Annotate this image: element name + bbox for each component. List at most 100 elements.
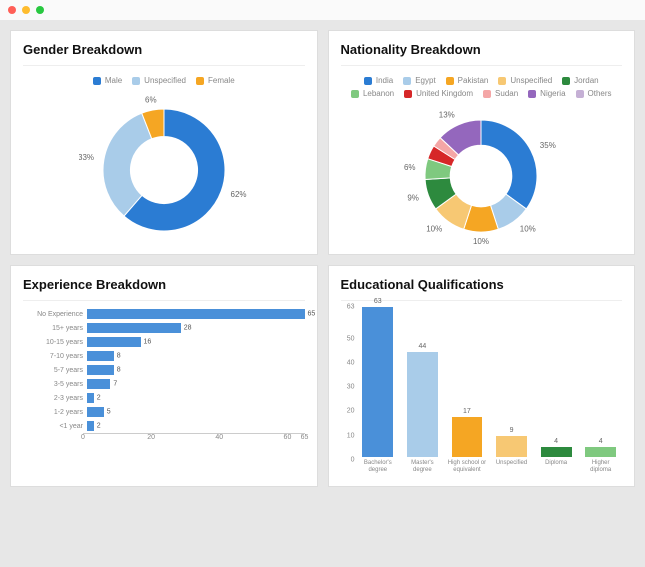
legend-swatch — [483, 90, 491, 98]
vbar: 4 — [541, 447, 572, 457]
donut-slice-label: 62% — [230, 189, 246, 198]
legend-label: Nigeria — [540, 89, 565, 98]
vbar-value-label: 4 — [599, 438, 603, 445]
legend-swatch — [562, 77, 570, 85]
nationality-panel: Nationality Breakdown IndiaEgyptPakistan… — [328, 30, 636, 255]
hbar-category-label: 3-5 years — [23, 381, 87, 388]
y-tick-label: 40 — [347, 359, 355, 366]
gender-donut-wrap: 62% 33% 6% — [23, 93, 305, 246]
donut-slice-label: 9% — [408, 193, 420, 202]
legend-item: Unspecified — [498, 76, 552, 85]
y-tick-label: 0 — [351, 457, 355, 464]
vbar-category-label: Master's degree — [403, 460, 442, 478]
gender-panel: Gender Breakdown MaleUnspecifiedFemale 6… — [10, 30, 318, 255]
hbar-row: 7-10 years8 — [23, 349, 305, 363]
x-tick-label: 20 — [147, 434, 155, 441]
hbar-category-label: 10-15 years — [23, 339, 87, 346]
y-tick-label: 63 — [347, 304, 355, 311]
hbar-row: 1-2 years5 — [23, 405, 305, 419]
hbar: 8 — [87, 365, 114, 375]
app-window: Gender Breakdown MaleUnspecifiedFemale 6… — [0, 0, 645, 497]
legend-item: Male — [93, 76, 122, 85]
legend-swatch — [528, 90, 536, 98]
y-tick-label: 50 — [347, 335, 355, 342]
legend-swatch — [403, 77, 411, 85]
hbar-track: 8 — [87, 349, 305, 363]
hbar-value-label: 8 — [117, 367, 121, 374]
vbar: 63 — [362, 307, 393, 457]
legend-label: Male — [105, 76, 122, 85]
legend-item: Sudan — [483, 89, 518, 98]
donut-slice-label: 10% — [473, 237, 489, 246]
hbar-value-label: 8 — [117, 353, 121, 360]
legend-swatch — [93, 77, 101, 85]
vbar-category-label: Unspecified — [496, 460, 527, 478]
hbar-value-label: 2 — [97, 395, 101, 402]
x-tick-label: 40 — [215, 434, 223, 441]
vbar-column: 63 Bachelor's degree — [359, 307, 398, 478]
hbar-row: 5-7 years8 — [23, 363, 305, 377]
donut-slice-label: 6% — [404, 163, 416, 172]
legend-label: United Kingdom — [416, 89, 473, 98]
hbar-category-label: No Experience — [23, 311, 87, 318]
hbar-row: No Experience65 — [23, 307, 305, 321]
nationality-legend: IndiaEgyptPakistanUnspecifiedJordanLeban… — [341, 76, 623, 98]
hbar-row: 3-5 years7 — [23, 377, 305, 391]
hbar-row: 15+ years28 — [23, 321, 305, 335]
hbar-value-label: 7 — [113, 381, 117, 388]
x-tick-label: 65 — [301, 434, 309, 441]
legend-label: Lebanon — [363, 89, 394, 98]
legend-item: Others — [576, 89, 612, 98]
hbar: 7 — [87, 379, 110, 389]
y-tick-label: 20 — [347, 408, 355, 415]
education-y-axis: 0102030405063 — [341, 307, 357, 460]
legend-label: Jordan — [574, 76, 598, 85]
legend-swatch — [132, 77, 140, 85]
vbar-category-label: Bachelor's degree — [359, 460, 398, 478]
vbar: 17 — [452, 417, 483, 457]
donut-slice-label: 35% — [540, 141, 556, 150]
x-tick-label: 0 — [81, 434, 85, 441]
hbar-value-label: 16 — [144, 339, 152, 346]
hbar-track: 28 — [87, 321, 305, 335]
vbar: 4 — [585, 447, 616, 457]
vbar-category-label: Higher diploma — [581, 460, 620, 478]
legend-item: United Kingdom — [404, 89, 473, 98]
maximize-icon[interactable] — [36, 6, 44, 14]
donut-slice-label: 6% — [145, 95, 157, 104]
legend-swatch — [498, 77, 506, 85]
hbar-category-label: <1 year — [23, 423, 87, 430]
hbar: 8 — [87, 351, 114, 361]
legend-label: Unspecified — [510, 76, 552, 85]
panel-title: Nationality Breakdown — [341, 42, 481, 57]
education-panel: Educational Qualifications 0102030405063… — [328, 265, 636, 487]
legend-swatch — [446, 77, 454, 85]
gender-legend: Male Unspecified Female — [23, 76, 305, 85]
hbar-x-axis: 020406065 — [83, 433, 305, 446]
minimize-icon[interactable] — [22, 6, 30, 14]
vbar-column: 9Unspecified — [492, 436, 531, 478]
hbar-track: 8 — [87, 363, 305, 377]
panel-header: Experience Breakdown — [23, 276, 305, 301]
hbar-track: 5 — [87, 405, 305, 419]
close-icon[interactable] — [8, 6, 16, 14]
hbar-category-label: 7-10 years — [23, 353, 87, 360]
legend-item: Female — [196, 76, 235, 85]
hbar-track: 7 — [87, 377, 305, 391]
hbar-value-label: 65 — [308, 311, 316, 318]
vbar-column: 17High school or equivalent — [448, 417, 487, 478]
panel-title: Educational Qualifications — [341, 277, 504, 292]
legend-label: Unspecified — [144, 76, 186, 85]
hbar: 2 — [87, 421, 94, 431]
vbar-column: 4 Diploma — [537, 447, 576, 478]
donut-slice-label: 33% — [79, 153, 94, 162]
vbar-column: 4 Higher diploma — [581, 447, 620, 478]
legend-item: Nigeria — [528, 89, 565, 98]
hbar-value-label: 28 — [184, 325, 192, 332]
hbar-value-label: 5 — [107, 409, 111, 416]
x-tick-label: 60 — [284, 434, 292, 441]
vbar-category-label: Diploma — [545, 460, 567, 478]
legend-item: Pakistan — [446, 76, 489, 85]
vbar: 44 — [407, 352, 438, 457]
donut-slice — [481, 120, 537, 209]
